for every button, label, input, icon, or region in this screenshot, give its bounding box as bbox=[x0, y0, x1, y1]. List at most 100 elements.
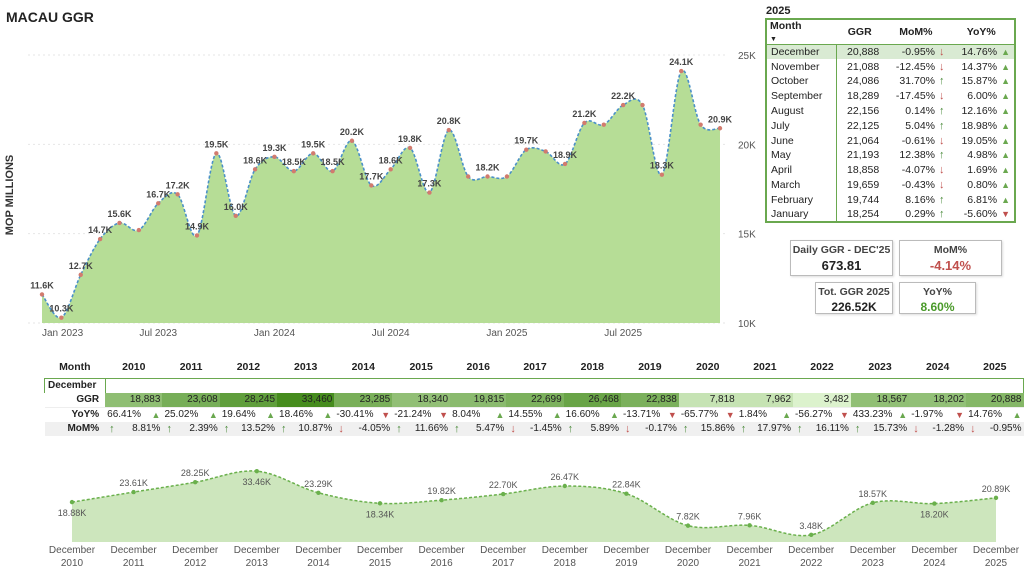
ggr-heat-cell[interactable]: 18,340 bbox=[392, 392, 451, 408]
december-point[interactable] bbox=[131, 489, 136, 495]
table-row[interactable]: August 22,156 0.14% ↑ 12.16% ▲ bbox=[766, 103, 1015, 119]
year-column-header[interactable]: 2019 bbox=[620, 356, 679, 379]
ggr-point[interactable] bbox=[659, 172, 665, 177]
ggr-heat-cell[interactable]: 23,285 bbox=[334, 392, 393, 408]
ggr-point[interactable] bbox=[369, 183, 374, 188]
ggr-point[interactable] bbox=[582, 120, 587, 126]
ggr-point[interactable] bbox=[620, 102, 626, 108]
ggr-heat-cell[interactable]: 26,468 bbox=[563, 392, 621, 408]
december-point[interactable] bbox=[377, 501, 383, 506]
ggr-heat-cell[interactable]: 33,460 bbox=[277, 392, 335, 408]
ggr-point[interactable] bbox=[97, 236, 103, 242]
ggr-point[interactable] bbox=[272, 154, 277, 160]
table-row[interactable]: October 24,086 31.70% ↑ 15.87% ▲ bbox=[766, 74, 1015, 89]
year-column-header[interactable]: 2012 bbox=[219, 356, 278, 379]
ggr-heat-cell[interactable]: 22,838 bbox=[620, 392, 679, 408]
ggr-point[interactable] bbox=[543, 149, 548, 154]
december-point[interactable] bbox=[932, 501, 937, 506]
ggr-point[interactable] bbox=[117, 220, 122, 226]
sort-desc-icon[interactable]: ▼ bbox=[770, 36, 777, 43]
year-column-header[interactable]: 2020 bbox=[678, 356, 737, 379]
ggr-point[interactable] bbox=[156, 201, 161, 206]
ggr-point[interactable] bbox=[465, 174, 471, 179]
table-row[interactable]: December 20,888 -0.95% ↓ 14.76% ▲ bbox=[766, 44, 1015, 60]
col-yoy-header[interactable]: YoY% bbox=[948, 19, 1015, 45]
december-point[interactable] bbox=[993, 495, 999, 501]
year-column-header[interactable]: 2014 bbox=[334, 356, 393, 379]
ggr-heat-cell[interactable]: 22,699 bbox=[506, 392, 564, 408]
year-column-header[interactable]: 2023 bbox=[850, 356, 910, 379]
matrix-corner-header[interactable]: Month bbox=[44, 356, 106, 379]
ggr-point[interactable] bbox=[504, 174, 510, 179]
year-column-header[interactable]: 2025 bbox=[966, 356, 1024, 379]
december-point[interactable] bbox=[501, 491, 506, 497]
december-point[interactable] bbox=[316, 490, 321, 495]
ggr-point[interactable] bbox=[679, 68, 684, 74]
december-point[interactable] bbox=[809, 532, 814, 538]
ggr-heat-cell[interactable]: 20,888 bbox=[966, 392, 1024, 408]
december-point[interactable] bbox=[69, 499, 75, 505]
ggr-point[interactable] bbox=[349, 138, 355, 143]
ggr-heat-cell[interactable]: 18,883 bbox=[105, 392, 163, 408]
table-row[interactable]: June 21,064 -0.61% ↓ 19.05% ▲ bbox=[766, 133, 1015, 149]
col-month-header[interactable]: Month ▼ bbox=[766, 19, 837, 45]
ggr-heat-cell[interactable]: 28,245 bbox=[219, 392, 278, 408]
ggr-point[interactable] bbox=[214, 151, 219, 156]
ggr-point[interactable] bbox=[136, 227, 142, 233]
col-mom-header[interactable]: MoM% bbox=[883, 19, 949, 45]
december-point[interactable] bbox=[870, 500, 875, 505]
year-column-header[interactable]: 2016 bbox=[450, 356, 507, 379]
ggr-point[interactable] bbox=[427, 190, 432, 195]
ggr-point[interactable] bbox=[717, 126, 723, 131]
december-point[interactable] bbox=[624, 491, 629, 496]
ggr-point[interactable] bbox=[524, 147, 529, 152]
december-point[interactable] bbox=[685, 523, 691, 528]
ggr-point[interactable] bbox=[39, 292, 45, 297]
ggr-point[interactable] bbox=[446, 127, 451, 133]
year-column-header[interactable]: 2018 bbox=[563, 356, 621, 379]
december-point[interactable] bbox=[747, 523, 752, 528]
year-column-header[interactable]: 2017 bbox=[506, 356, 564, 379]
december-point[interactable] bbox=[562, 483, 567, 489]
ggr-heat-cell[interactable]: 3,482 bbox=[793, 392, 851, 408]
ggr-heat-cell[interactable]: 19,815 bbox=[450, 392, 507, 408]
ggr-heat-cell[interactable]: 23,608 bbox=[162, 392, 220, 408]
december-point[interactable] bbox=[439, 497, 444, 503]
ggr-point[interactable] bbox=[407, 145, 413, 151]
year-column-header[interactable]: 2010 bbox=[105, 356, 163, 379]
ggr-point[interactable] bbox=[485, 174, 490, 179]
year-column-header[interactable]: 2021 bbox=[736, 356, 794, 379]
ggr-point[interactable] bbox=[698, 122, 703, 127]
year-column-header[interactable]: 2011 bbox=[162, 356, 220, 379]
table-row[interactable]: September 18,289 -17.45% ↓ 6.00% ▲ bbox=[766, 88, 1015, 104]
ggr-point[interactable] bbox=[78, 272, 83, 277]
table-row[interactable]: May 21,193 12.38% ↑ 4.98% ▲ bbox=[766, 148, 1015, 163]
ggr-heat-cell[interactable]: 7,962 bbox=[736, 392, 794, 408]
table-row[interactable]: January 18,254 0.29% ↑ -5.60% ▼ bbox=[766, 207, 1015, 223]
ggr-point[interactable] bbox=[194, 233, 200, 238]
ggr-point[interactable] bbox=[311, 151, 316, 156]
year-column-header[interactable]: 2015 bbox=[392, 356, 451, 379]
ggr-point[interactable] bbox=[562, 161, 568, 167]
ggr-heat-cell[interactable]: 18,202 bbox=[909, 392, 967, 408]
table-row[interactable]: February 19,744 8.16% ↑ 6.81% ▲ bbox=[766, 192, 1015, 208]
december-point[interactable] bbox=[193, 480, 198, 485]
ggr-point[interactable] bbox=[601, 122, 606, 127]
ggr-point[interactable] bbox=[175, 192, 180, 197]
table-row[interactable]: April 18,858 -4.07% ↓ 1.69% ▲ bbox=[766, 162, 1015, 178]
ggr-point[interactable] bbox=[252, 167, 258, 172]
ggr-point[interactable] bbox=[330, 168, 335, 174]
table-row[interactable]: July 22,125 5.04% ↑ 18.98% ▲ bbox=[766, 118, 1015, 134]
col-ggr-header[interactable]: GGR bbox=[836, 19, 884, 45]
year-column-header[interactable]: 2024 bbox=[909, 356, 967, 379]
ggr-point[interactable] bbox=[640, 102, 645, 108]
table-row[interactable]: March 19,659 -0.43% ↓ 0.80% ▲ bbox=[766, 177, 1015, 193]
year-column-header[interactable]: 2022 bbox=[793, 356, 851, 379]
ggr-heat-cell[interactable]: 18,567 bbox=[850, 392, 910, 408]
ggr-point[interactable] bbox=[59, 315, 64, 320]
ggr-point[interactable] bbox=[233, 213, 238, 218]
december-point[interactable] bbox=[254, 468, 259, 474]
ggr-point[interactable] bbox=[291, 168, 297, 174]
year-column-header[interactable]: 2013 bbox=[277, 356, 335, 379]
ggr-heat-cell[interactable]: 7,818 bbox=[678, 392, 737, 408]
